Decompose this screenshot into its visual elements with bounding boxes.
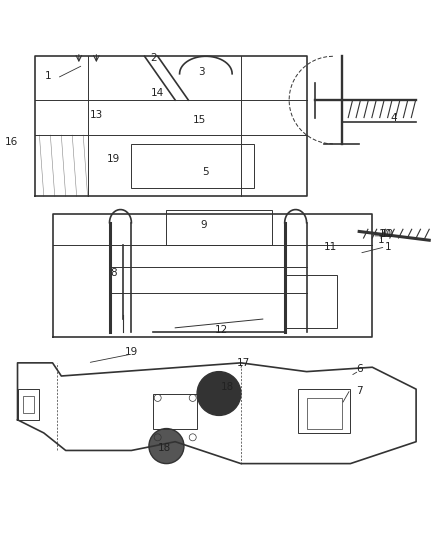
- Text: 18: 18: [221, 382, 234, 392]
- Text: 15: 15: [193, 115, 206, 125]
- Text: 18: 18: [158, 443, 171, 453]
- Text: 10: 10: [379, 229, 392, 239]
- Bar: [298, 389, 350, 433]
- Text: 5: 5: [202, 167, 209, 177]
- Text: 1: 1: [384, 242, 391, 252]
- Text: 17: 17: [237, 358, 250, 368]
- Text: 10: 10: [381, 229, 394, 239]
- Text: 11: 11: [324, 242, 337, 252]
- Text: 1: 1: [378, 235, 385, 245]
- Text: 2: 2: [150, 53, 157, 63]
- Text: 14: 14: [151, 88, 164, 99]
- Text: 19: 19: [125, 347, 138, 357]
- Bar: [131, 144, 254, 188]
- Circle shape: [149, 429, 184, 464]
- Text: 6: 6: [356, 365, 363, 374]
- Text: 3: 3: [198, 67, 205, 77]
- Bar: [23, 395, 34, 413]
- Text: 1: 1: [45, 71, 52, 81]
- Text: 7: 7: [356, 386, 363, 397]
- Text: 16: 16: [4, 136, 18, 147]
- Text: 4: 4: [391, 112, 398, 123]
- Circle shape: [197, 372, 241, 415]
- Text: 12: 12: [215, 325, 228, 335]
- Text: 9: 9: [200, 220, 207, 230]
- Text: 8: 8: [110, 268, 117, 278]
- Bar: [285, 275, 337, 328]
- Text: 13: 13: [90, 110, 103, 120]
- Bar: [307, 398, 342, 429]
- Bar: [166, 209, 272, 245]
- Bar: [153, 393, 197, 429]
- Text: 19: 19: [107, 154, 120, 164]
